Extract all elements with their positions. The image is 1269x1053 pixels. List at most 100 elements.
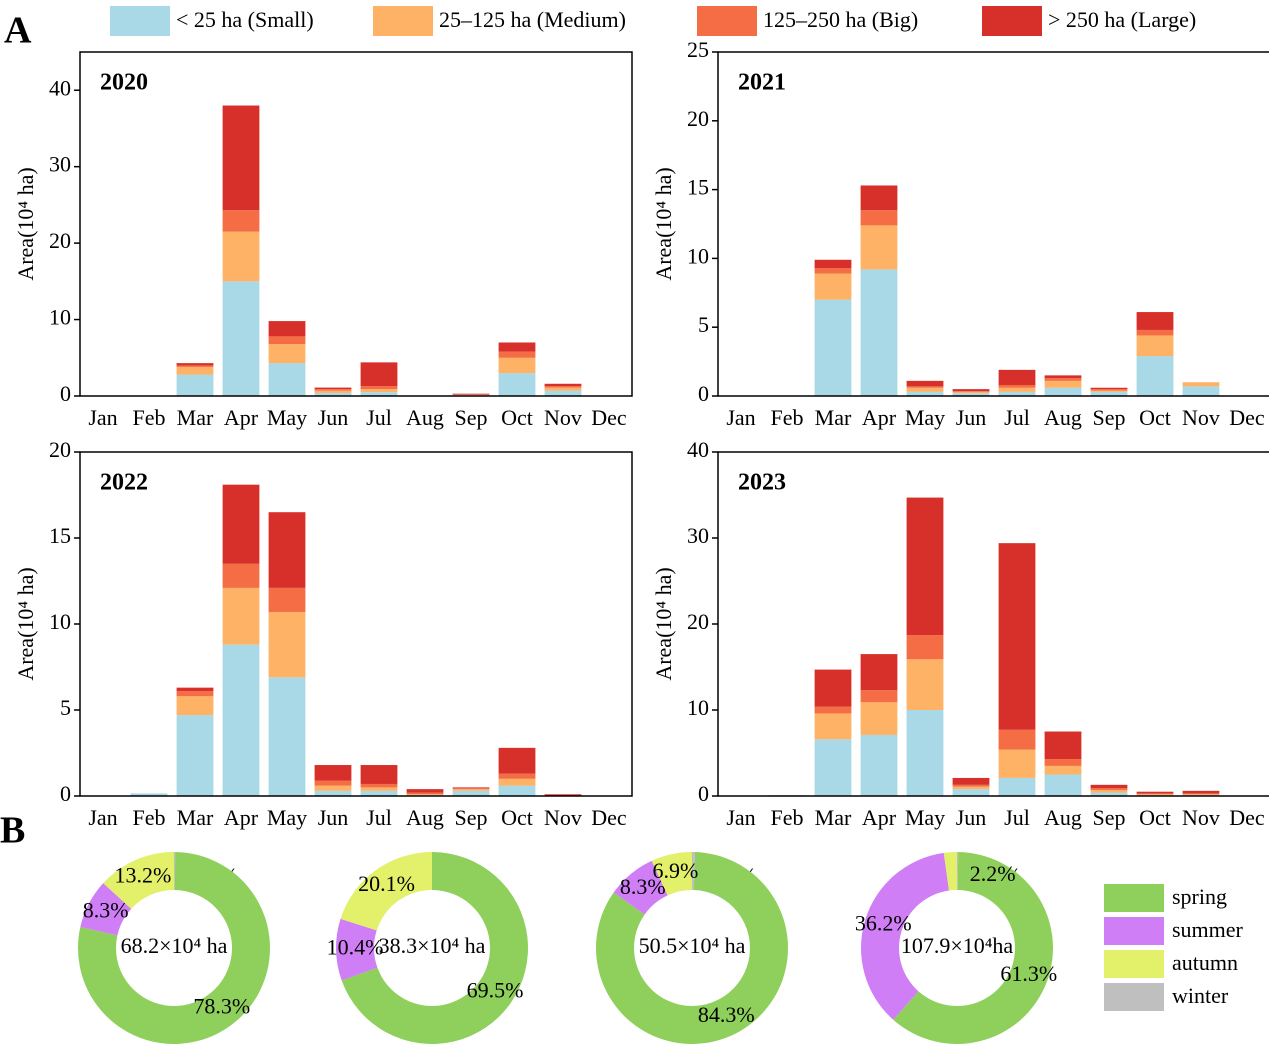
x-tick-label: Feb xyxy=(771,405,804,430)
slice-label: 36.2% xyxy=(855,911,912,936)
donut-slice xyxy=(613,860,668,915)
bar-segment xyxy=(452,788,490,790)
bar-segment xyxy=(1044,765,1082,775)
bar-segment xyxy=(544,387,582,391)
x-tick-label: Jun xyxy=(956,405,987,430)
plot-frame xyxy=(79,51,633,397)
bar-segment xyxy=(268,321,306,337)
x-tick-label: Aug xyxy=(406,805,444,830)
x-tick-label: Aug xyxy=(1044,805,1082,830)
bar-segment xyxy=(860,690,898,703)
y-tick-label: 0 xyxy=(698,381,709,406)
bar-segment xyxy=(906,710,944,796)
bar-segment xyxy=(222,231,260,282)
bar-segment xyxy=(314,780,352,786)
x-tick-label: Mar xyxy=(177,405,214,430)
x-tick-label: Feb xyxy=(133,805,166,830)
y-tick-label: 20 xyxy=(687,609,709,634)
legend-label: spring xyxy=(1172,884,1227,909)
bar-segment xyxy=(268,344,306,364)
y-tick-label: 40 xyxy=(687,437,709,462)
bar-segment xyxy=(1090,389,1128,391)
bar-segment xyxy=(1136,335,1174,357)
x-tick-label: Jan xyxy=(88,805,117,830)
bar-segment xyxy=(1136,329,1174,336)
x-tick-label: Mar xyxy=(815,405,852,430)
y-axis-label: Area(10⁴ ha) xyxy=(651,567,676,680)
bar-segment xyxy=(906,380,944,387)
slice-label: 84.3% xyxy=(698,1002,755,1027)
bar-segment xyxy=(860,225,898,270)
bar-segment xyxy=(814,713,852,740)
bar-segment xyxy=(498,351,536,358)
bar-segment xyxy=(814,706,852,714)
donut-slice xyxy=(893,852,1053,1044)
bar-segment xyxy=(360,392,398,396)
slice-label: 8.3% xyxy=(83,897,129,922)
x-tick-label: Apr xyxy=(224,805,259,830)
x-tick-label: Feb xyxy=(133,405,166,430)
center-label: 50.5×10⁴ ha xyxy=(639,933,746,958)
bar-segment xyxy=(1090,390,1128,392)
plot-frame xyxy=(79,451,633,797)
bar-segment xyxy=(176,687,214,692)
bar-segment xyxy=(498,373,536,396)
donut-slice xyxy=(77,852,270,1044)
bar-segment xyxy=(314,790,352,796)
y-tick-label: 15 xyxy=(49,523,71,548)
bar-segment xyxy=(952,786,990,790)
bar-segment xyxy=(222,587,260,645)
plot-frame xyxy=(717,451,1269,797)
bar-segment xyxy=(1090,391,1128,396)
bar-segment xyxy=(906,497,944,636)
x-tick-label: Oct xyxy=(1139,405,1171,430)
bar-segment xyxy=(952,777,990,785)
bar-segment xyxy=(498,747,536,774)
bar-segment xyxy=(952,784,990,787)
bar-segment xyxy=(314,392,352,396)
bar-segment xyxy=(814,299,852,396)
bar-segment xyxy=(1044,375,1082,379)
slice-label: 6.9% xyxy=(653,858,699,883)
legend-label: 25–125 ha (Medium) xyxy=(439,7,626,32)
legend-label: winter xyxy=(1172,983,1229,1008)
bar-segment xyxy=(860,702,898,735)
bar-segment xyxy=(1044,731,1082,760)
legend-label: < 25 ha (Small) xyxy=(176,7,314,32)
bar-segment xyxy=(952,391,990,394)
bar-segment xyxy=(1136,793,1174,795)
bar-segment xyxy=(1136,312,1174,330)
bar-segment xyxy=(222,563,260,588)
x-tick-label: Apr xyxy=(224,405,259,430)
x-tick-label: Dec xyxy=(591,805,627,830)
legend-label: summer xyxy=(1172,917,1244,942)
y-tick-label: 5 xyxy=(698,312,709,337)
bar-segment xyxy=(860,734,898,796)
bar-segment xyxy=(1090,792,1128,796)
y-tick-label: 30 xyxy=(687,523,709,548)
bar-segment xyxy=(998,384,1036,388)
bar-segment xyxy=(1182,793,1220,795)
panel-label: B xyxy=(0,810,25,852)
slice-label: 13.2% xyxy=(115,863,172,888)
donut-slice xyxy=(336,918,378,981)
bar-segment xyxy=(498,357,536,374)
bar-segment xyxy=(360,765,398,784)
x-tick-label: Dec xyxy=(591,405,627,430)
x-tick-label: Sep xyxy=(455,805,488,830)
bar-segment xyxy=(452,789,490,791)
slice-label: 8.3% xyxy=(620,874,666,899)
x-tick-label: Jun xyxy=(318,805,349,830)
x-tick-label: Dec xyxy=(1229,805,1265,830)
bar-segment xyxy=(314,785,352,791)
x-tick-label: Sep xyxy=(455,405,488,430)
bar-segment xyxy=(498,773,536,779)
y-tick-label: 0 xyxy=(698,781,709,806)
chart-title: 2022 xyxy=(100,470,148,496)
center-label: 107.9×10⁴ha xyxy=(901,933,1014,958)
bar-segment xyxy=(1044,378,1082,381)
x-tick-label: Sep xyxy=(1093,405,1126,430)
y-axis-label: Area(10⁴ ha) xyxy=(13,567,38,680)
x-tick-label: May xyxy=(267,405,307,430)
